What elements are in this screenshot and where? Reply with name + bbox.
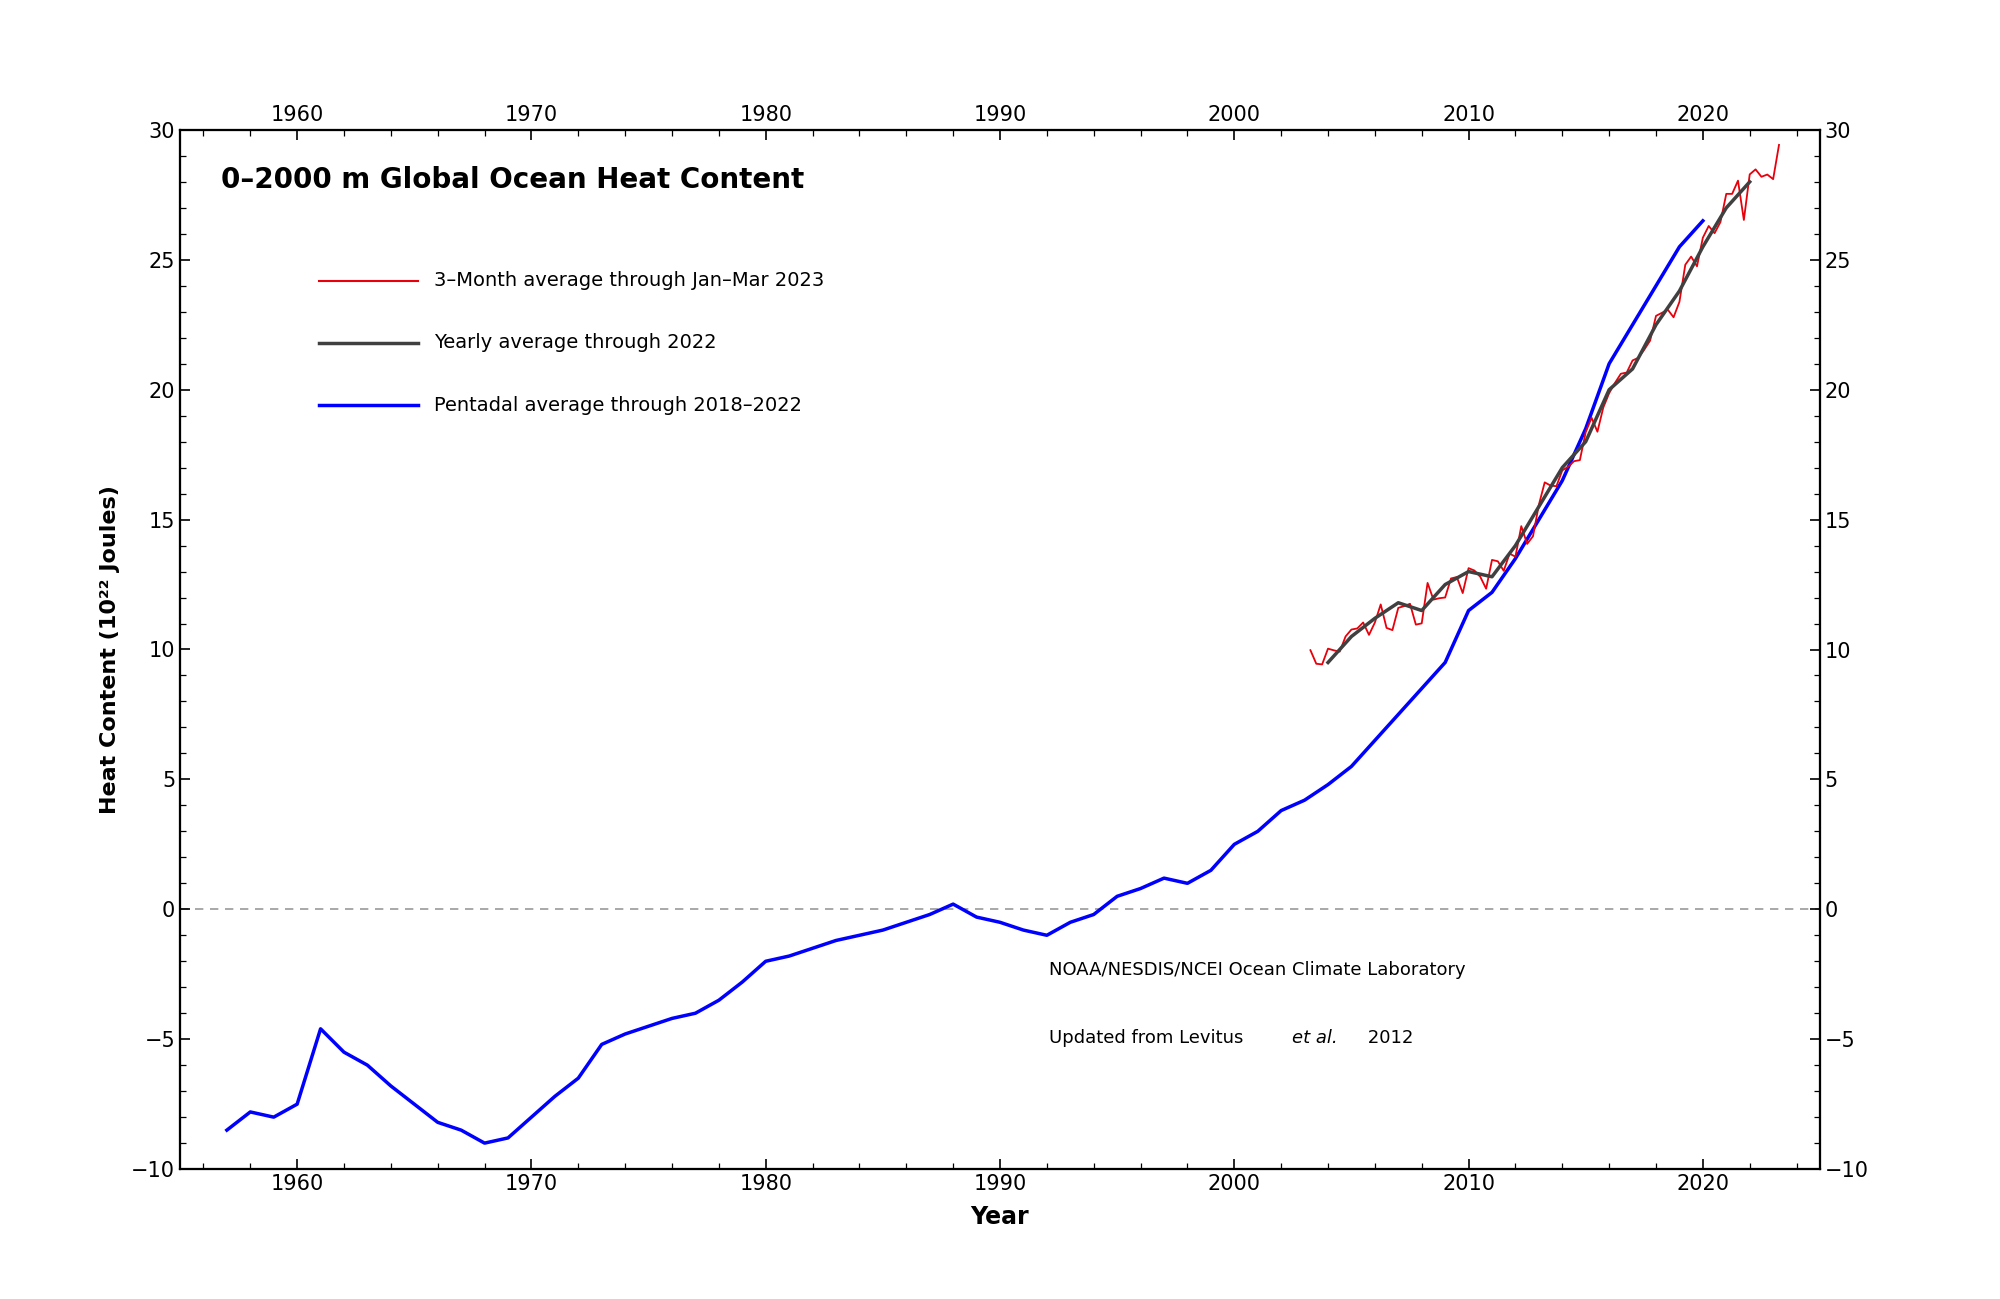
Text: Yearly average through 2022: Yearly average through 2022 bbox=[434, 334, 716, 352]
X-axis label: Year: Year bbox=[970, 1205, 1030, 1229]
Text: 3–Month average through Jan–Mar 2023: 3–Month average through Jan–Mar 2023 bbox=[434, 271, 824, 290]
Text: Pentadal average through 2018–2022: Pentadal average through 2018–2022 bbox=[434, 396, 802, 414]
Text: et al.: et al. bbox=[1292, 1029, 1338, 1047]
Text: NOAA/NESDIS/NCEI Ocean Climate Laboratory: NOAA/NESDIS/NCEI Ocean Climate Laborator… bbox=[1050, 961, 1466, 979]
Text: 0–2000 m Global Ocean Heat Content: 0–2000 m Global Ocean Heat Content bbox=[220, 166, 804, 195]
Text: Updated from Levitus: Updated from Levitus bbox=[1050, 1029, 1250, 1047]
Y-axis label: Heat Content (10²² Joules): Heat Content (10²² Joules) bbox=[100, 485, 120, 814]
Text: 2012: 2012 bbox=[1362, 1029, 1414, 1047]
